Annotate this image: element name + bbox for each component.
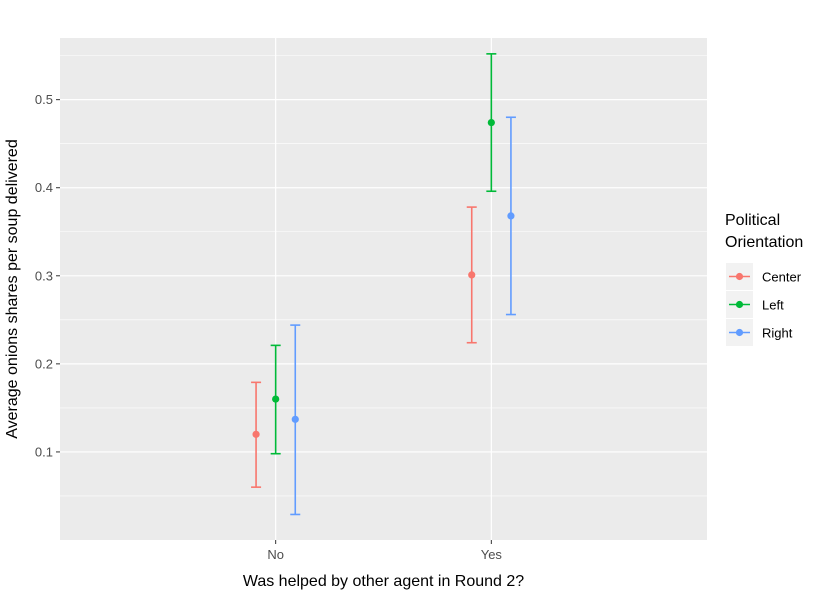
y-tick-label: 0.4 bbox=[35, 180, 53, 195]
data-point bbox=[252, 430, 260, 438]
data-point bbox=[507, 212, 515, 220]
y-tick-label: 0.1 bbox=[35, 444, 53, 459]
x-axis-title: Was helped by other agent in Round 2? bbox=[243, 573, 524, 590]
legend-key-point bbox=[735, 272, 744, 281]
data-marks bbox=[251, 53, 516, 516]
x-tick-label: No bbox=[267, 547, 284, 562]
data-point bbox=[272, 395, 280, 403]
legend: Political Orientation Center Left Right bbox=[725, 212, 803, 346]
y-tick-label: 0.2 bbox=[35, 356, 53, 371]
legend-key-point bbox=[735, 300, 744, 309]
plot-panel bbox=[60, 38, 707, 540]
y-axis: 0.1 0.2 0.3 0.4 0.5 bbox=[35, 92, 60, 459]
data-point bbox=[487, 118, 495, 127]
major-gridlines bbox=[60, 38, 707, 540]
legend-keys: Center Left Right bbox=[726, 263, 802, 346]
x-axis: No Yes bbox=[267, 540, 502, 562]
y-tick-label: 0.3 bbox=[35, 268, 53, 283]
x-tick-label: Yes bbox=[481, 547, 503, 562]
legend-title-line-1: Political bbox=[725, 212, 780, 229]
legend-key-point bbox=[735, 328, 744, 337]
minor-gridlines bbox=[60, 55, 707, 497]
legend-label: Left bbox=[762, 298, 784, 313]
data-point bbox=[468, 271, 476, 279]
legend-label: Right bbox=[762, 326, 793, 341]
legend-label: Center bbox=[762, 270, 802, 285]
legend-title-line-2: Orientation bbox=[725, 234, 803, 251]
y-tick-label: 0.5 bbox=[35, 92, 53, 107]
data-point bbox=[291, 415, 299, 423]
y-axis-title: Average onions shares per soup delivered bbox=[4, 139, 21, 438]
